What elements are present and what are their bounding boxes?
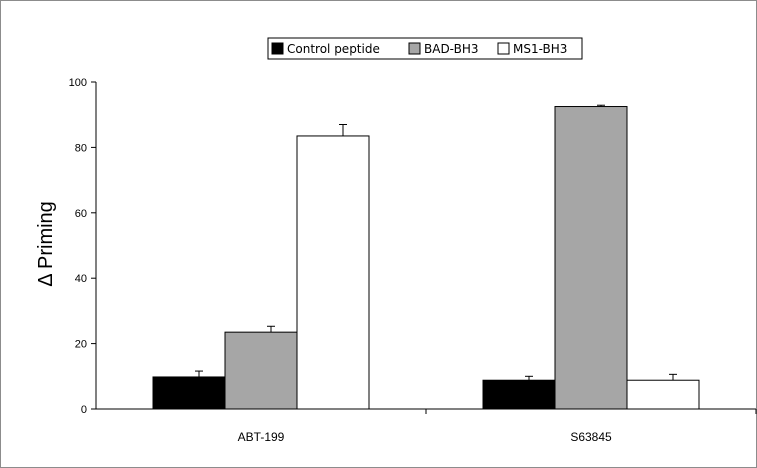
y-tick-label: 0 xyxy=(81,404,87,416)
legend: Control peptide BAD-BH3 MS1-BH3 xyxy=(267,37,583,60)
bars xyxy=(152,106,700,410)
x-category-label: S63845 xyxy=(570,430,612,444)
y-tick-label: 60 xyxy=(75,208,87,220)
legend-label: BAD-BH3 xyxy=(424,42,478,56)
bar-bad-bh3-s63845 xyxy=(554,106,628,410)
legend-label: Control peptide xyxy=(287,42,380,56)
legend-swatch xyxy=(497,42,510,55)
x-axis-labels: ABT-199 S63845 xyxy=(238,409,757,444)
bar-bad-bh3-abt-199 xyxy=(224,331,298,410)
bar-control-peptide-abt-199 xyxy=(152,376,226,410)
legend-swatch xyxy=(271,42,284,55)
y-tick-label: 80 xyxy=(75,142,87,154)
axes xyxy=(95,82,756,410)
y-axis-label: Δ Priming xyxy=(35,201,57,287)
y-tick-label: 40 xyxy=(75,273,87,285)
y-tick-label: 20 xyxy=(75,339,87,351)
bar-ms1-bh3-abt-199 xyxy=(296,135,370,410)
x-category-label: ABT-199 xyxy=(238,430,285,444)
y-tick-label: 100 xyxy=(69,77,87,89)
y-axis-ticks: 0 20 40 60 80 100 xyxy=(69,77,96,416)
error-bars xyxy=(195,104,677,381)
bar-control-peptide-s63845 xyxy=(482,379,556,410)
legend-swatch xyxy=(408,42,421,55)
bar-ms1-bh3-s63845 xyxy=(626,379,700,410)
legend-label: MS1-BH3 xyxy=(513,42,567,56)
